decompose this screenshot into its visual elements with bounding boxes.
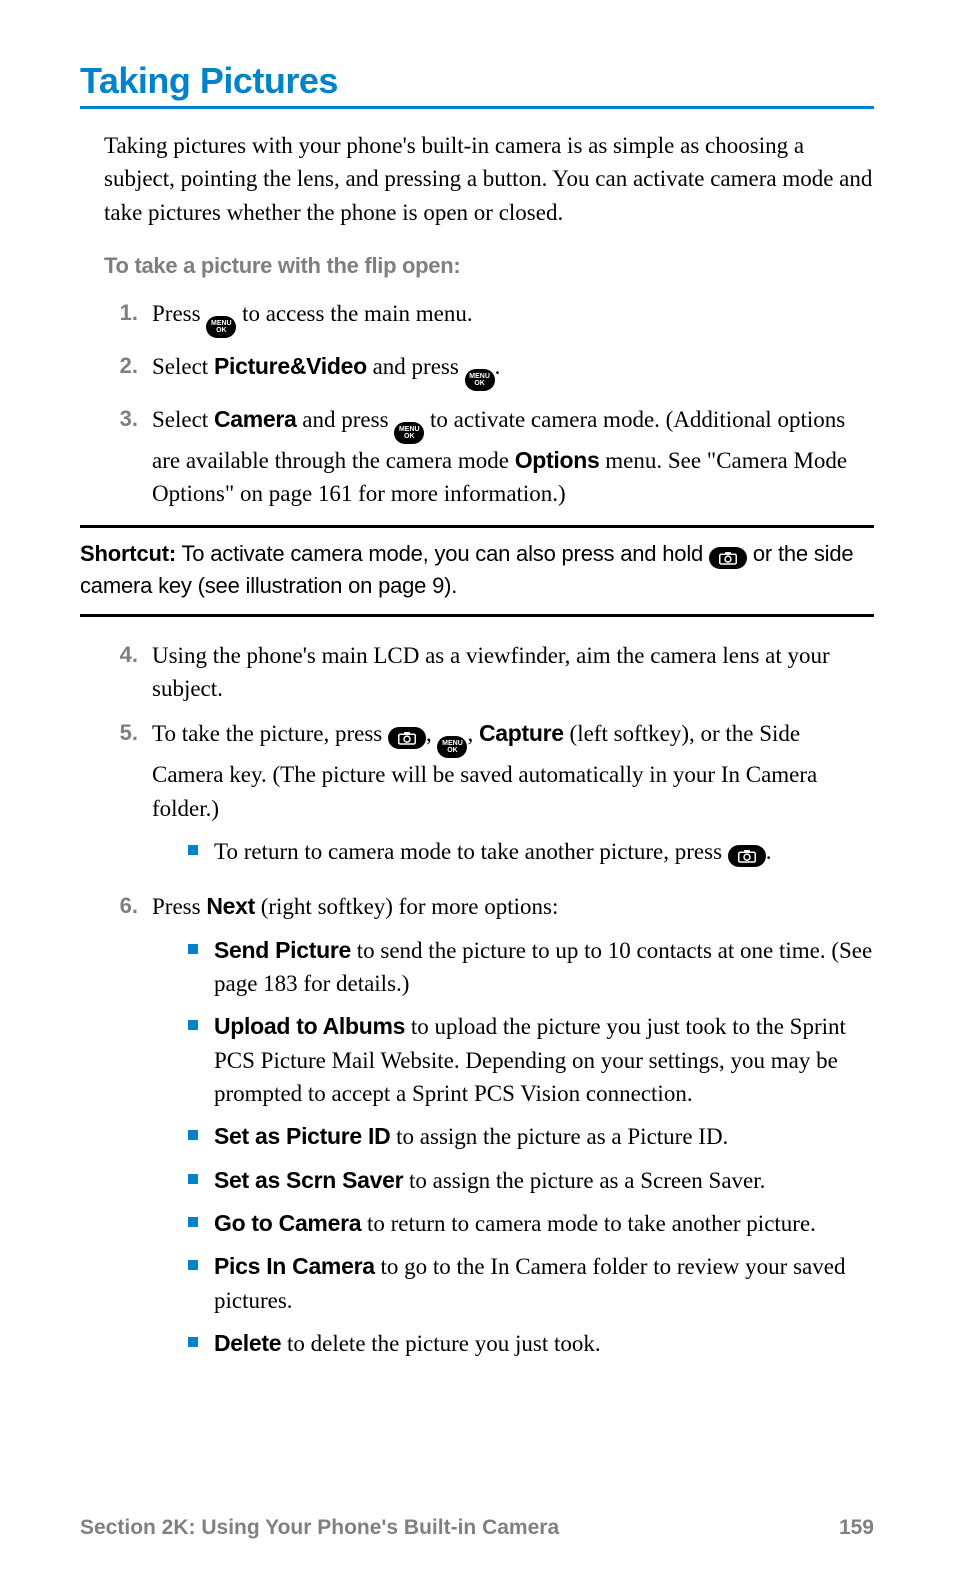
document-page: Taking Pictures Taking pictures with you… xyxy=(0,0,954,1590)
step-text: Press xyxy=(152,894,206,919)
bullet-text: Set as Scrn Saver to assign the picture … xyxy=(214,1164,874,1197)
bullet-square-icon xyxy=(188,1174,198,1184)
step-4: 4. Using the phone's main LCD as a viewf… xyxy=(104,639,874,706)
step-bold: Capture xyxy=(479,720,564,746)
bullet-text-part: To return to camera mode to take another… xyxy=(214,839,728,864)
bullet-text-part: to assign the picture as a Picture ID. xyxy=(390,1124,728,1149)
bullet-text: Send Picture to send the picture to up t… xyxy=(214,934,874,1001)
bullet-text: Set as Picture ID to assign the picture … xyxy=(214,1120,874,1153)
page-heading: Taking Pictures xyxy=(80,60,874,109)
camera-icon xyxy=(728,845,766,867)
step-text: To take the picture, press xyxy=(152,721,388,746)
step-text: and press xyxy=(297,407,395,432)
step-text: Select xyxy=(152,407,214,432)
bullet-square-icon xyxy=(188,845,198,855)
menu-ok-icon: MENUOK xyxy=(206,316,236,338)
bullet-bold: Set as Scrn Saver xyxy=(214,1167,403,1193)
step-number: 3. xyxy=(104,403,152,511)
bullet-text-part: to assign the picture as a Screen Saver. xyxy=(403,1168,765,1193)
sub-bullet: To return to camera mode to take another… xyxy=(188,835,874,868)
bullet-text-part: to return to camera mode to take another… xyxy=(361,1211,816,1236)
step-text: , xyxy=(426,721,438,746)
bullet-text-part: to delete the picture you just took. xyxy=(281,1331,600,1356)
step-text: to access the main menu. xyxy=(236,301,472,326)
camera-icon xyxy=(709,547,747,569)
bullet-bold: Go to Camera xyxy=(214,1210,361,1236)
sub-bullet: Go to Camera to return to camera mode to… xyxy=(188,1207,874,1240)
footer-page-number: 159 xyxy=(839,1516,874,1540)
step-3: 3. Select Camera and press MENUOK to act… xyxy=(104,403,874,511)
step-bold: Picture&Video xyxy=(214,353,367,379)
sub-bullet: Set as Scrn Saver to assign the picture … xyxy=(188,1164,874,1197)
menu-ok-icon: MENUOK xyxy=(465,369,495,391)
step-number: 6. xyxy=(104,890,152,1370)
step-text: , xyxy=(467,721,479,746)
shortcut-label: Shortcut: xyxy=(80,541,176,566)
step-body: Press MENUOK to access the main menu. xyxy=(152,297,874,338)
bullet-bold: Set as Picture ID xyxy=(214,1123,390,1149)
sub-bullet: Delete to delete the picture you just to… xyxy=(188,1327,874,1360)
bullet-text: Delete to delete the picture you just to… xyxy=(214,1327,874,1360)
step-5: 5. To take the picture, press , MENUOK, … xyxy=(104,717,874,878)
step-1: 1. Press MENUOK to access the main menu. xyxy=(104,297,874,338)
step-body: Select Camera and press MENUOK to activa… xyxy=(152,403,874,511)
step-number: 4. xyxy=(104,639,152,706)
sub-bullet-list: Send Picture to send the picture to up t… xyxy=(188,934,874,1361)
shortcut-callout: Shortcut: To activate camera mode, you c… xyxy=(80,525,874,617)
sub-bullet: Set as Picture ID to assign the picture … xyxy=(188,1120,874,1153)
step-bold: Next xyxy=(206,893,255,919)
step-text: (right softkey) for more options: xyxy=(255,894,558,919)
bullet-square-icon xyxy=(188,1020,198,1030)
step-body: Press Next (right softkey) for more opti… xyxy=(152,890,874,1370)
step-bold: Options xyxy=(515,447,600,473)
bullet-square-icon xyxy=(188,1130,198,1140)
bullet-bold: Upload to Albums xyxy=(214,1013,405,1039)
bullet-text-part: . xyxy=(766,839,772,864)
step-text: and press xyxy=(367,354,465,379)
page-footer: Section 2K: Using Your Phone's Built-in … xyxy=(80,1516,874,1540)
bullet-text: To return to camera mode to take another… xyxy=(214,835,874,868)
footer-section: Section 2K: Using Your Phone's Built-in … xyxy=(80,1516,559,1540)
bullet-square-icon xyxy=(188,944,198,954)
bullet-text: Upload to Albums to upload the picture y… xyxy=(214,1010,874,1110)
step-body: Select Picture&Video and press MENUOK. xyxy=(152,350,874,391)
bullet-square-icon xyxy=(188,1337,198,1347)
camera-icon xyxy=(388,727,426,749)
sub-bullet: Send Picture to send the picture to up t… xyxy=(188,934,874,1001)
intro-paragraph: Taking pictures with your phone's built-… xyxy=(104,129,874,229)
procedure-subhead: To take a picture with the flip open: xyxy=(104,253,874,279)
step-6: 6. Press Next (right softkey) for more o… xyxy=(104,890,874,1370)
steps-list-2: 4. Using the phone's main LCD as a viewf… xyxy=(104,639,874,1371)
step-text: . xyxy=(495,354,501,379)
menu-ok-icon: MENUOK xyxy=(394,422,424,444)
bullet-bold: Pics In Camera xyxy=(214,1253,375,1279)
sub-bullet-list: To return to camera mode to take another… xyxy=(188,835,874,868)
step-bold: Camera xyxy=(214,406,297,432)
step-body: To take the picture, press , MENUOK, Cap… xyxy=(152,717,874,878)
bullet-bold: Delete xyxy=(214,1330,281,1356)
step-text: Select xyxy=(152,354,214,379)
step-number: 5. xyxy=(104,717,152,878)
step-body: Using the phone's main LCD as a viewfind… xyxy=(152,639,874,706)
steps-list-1: 1. Press MENUOK to access the main menu.… xyxy=(104,297,874,511)
step-text: Press xyxy=(152,301,206,326)
step-2: 2. Select Picture&Video and press MENUOK… xyxy=(104,350,874,391)
menu-ok-icon: MENUOK xyxy=(437,736,467,758)
step-number: 1. xyxy=(104,297,152,338)
bullet-square-icon xyxy=(188,1260,198,1270)
bullet-bold: Send Picture xyxy=(214,937,351,963)
sub-bullet: Pics In Camera to go to the In Camera fo… xyxy=(188,1250,874,1317)
bullet-square-icon xyxy=(188,1217,198,1227)
bullet-text: Pics In Camera to go to the In Camera fo… xyxy=(214,1250,874,1317)
step-number: 2. xyxy=(104,350,152,391)
bullet-text: Go to Camera to return to camera mode to… xyxy=(214,1207,874,1240)
shortcut-text: To activate camera mode, you can also pr… xyxy=(176,541,709,566)
sub-bullet: Upload to Albums to upload the picture y… xyxy=(188,1010,874,1110)
